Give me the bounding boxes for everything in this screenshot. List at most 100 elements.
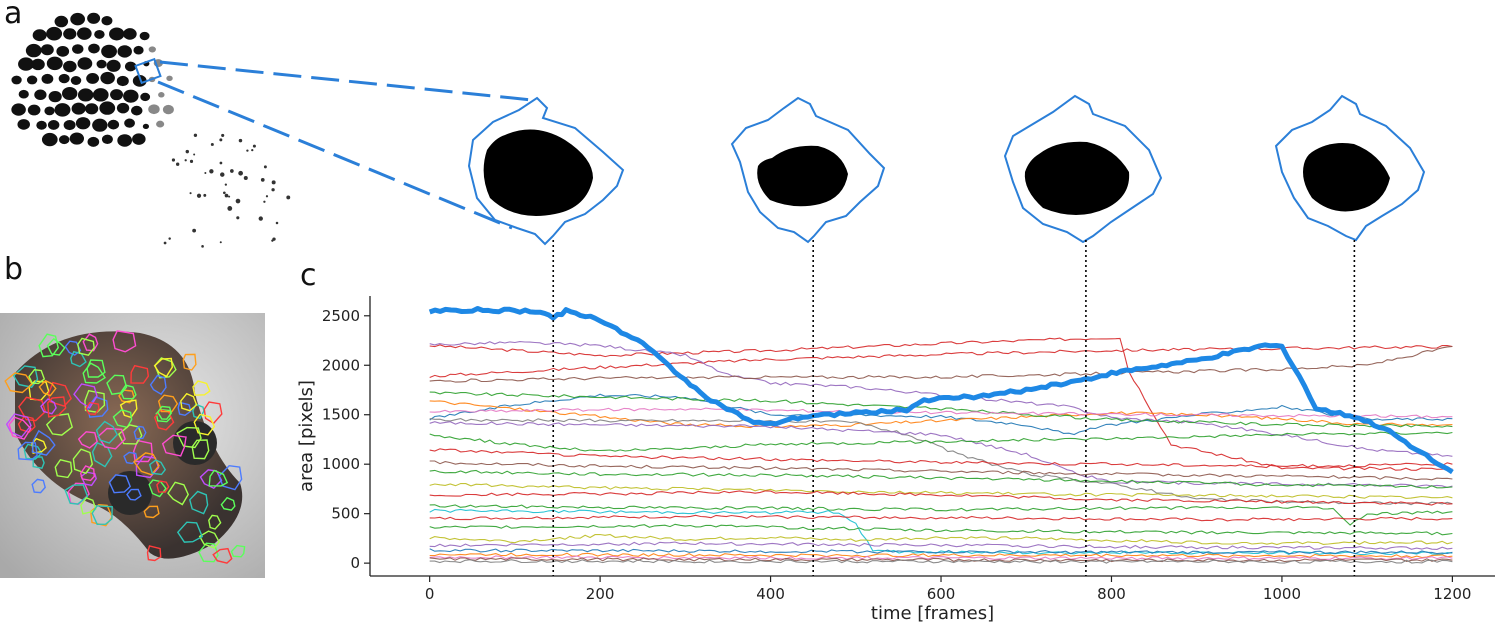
skin-chromatophore	[63, 119, 76, 131]
skin-chromatophore	[92, 118, 108, 132]
skin-chromatophore	[77, 27, 92, 40]
segmented-cell-outline	[208, 469, 229, 487]
skin-chromatophore	[72, 44, 84, 54]
x-tick-label: 1200	[1433, 585, 1471, 603]
skin-chromatophore	[11, 103, 26, 116]
skin-chromatophore	[36, 120, 47, 130]
skin-chromatophore	[252, 144, 256, 148]
segmented-cell-outline	[198, 530, 221, 549]
segmented-cell-outline	[118, 389, 135, 404]
y-tick-label: 2000	[322, 356, 360, 374]
cell-area-series	[429, 345, 1453, 383]
skin-chromatophore	[203, 193, 207, 197]
segmented-cell-outline	[46, 337, 66, 356]
segmented-cell-outline	[153, 357, 174, 378]
segmented-cell-outline	[167, 481, 189, 506]
segmented-cell-outline	[54, 459, 73, 479]
segmented-cell-outline	[112, 330, 137, 353]
skin-chromatophore	[185, 149, 189, 154]
segmented-cell-outline	[106, 374, 128, 395]
cell-area-series	[429, 504, 1453, 526]
skin-chromatophore	[48, 91, 62, 103]
skin-chromatophore	[31, 58, 45, 71]
skin-chromatophore	[70, 12, 85, 26]
skin-chromatophore	[156, 120, 165, 128]
segmented-cell-outline	[176, 521, 204, 543]
skin-chromatophore	[235, 198, 241, 204]
skin-chromatophore	[117, 45, 132, 58]
skin-chromatophore	[77, 88, 94, 102]
skin-chromatophore	[221, 133, 225, 137]
cell-area-series	[429, 391, 1453, 428]
skin-chromatophore	[196, 193, 202, 198]
skin-chromatophore	[224, 183, 227, 186]
skin-chromatophore	[25, 43, 42, 58]
segmented-cell-outline	[38, 333, 59, 358]
segmented-cell-outline	[182, 353, 197, 371]
skin-chromatophore	[223, 191, 226, 195]
segmented-cell-outline	[91, 505, 113, 526]
skin-chromatophore	[41, 73, 54, 84]
skin-chromatophore	[58, 135, 70, 145]
skin-chromatophore	[92, 88, 109, 102]
segmented-cell-outline	[77, 337, 95, 356]
cell-area-series	[429, 407, 1453, 419]
panel-b-segmentation-photo	[0, 313, 265, 578]
skin-chromatophore	[54, 15, 69, 28]
segmented-cell-outline	[130, 364, 150, 384]
segmented-cell-outline	[95, 420, 119, 444]
segmented-cell-outline	[45, 413, 74, 436]
skin-chromatophore	[86, 72, 100, 84]
segmented-cell-outline	[126, 488, 142, 501]
skin-chromatophore	[132, 74, 147, 87]
skin-chromatophore	[263, 165, 267, 169]
skin-chromatophore	[27, 104, 41, 116]
segmented-cell-outline	[132, 439, 154, 463]
x-tick-label: 800	[1097, 585, 1126, 603]
skin-chromatophore	[34, 89, 47, 100]
segmented-cell-outline	[157, 394, 179, 413]
panel-a-figure	[11, 12, 1426, 248]
skin-chromatophore	[260, 178, 265, 182]
skin-chromatophore	[87, 12, 101, 24]
skin-pattern-image	[11, 12, 291, 248]
cell-area-series	[429, 552, 1453, 559]
cell-area-series	[429, 533, 1453, 546]
segmented-cell-outline	[156, 480, 170, 493]
panel-a-letter: a	[4, 0, 23, 31]
skin-chromatophore	[110, 89, 124, 101]
segmented-cell-outline	[80, 496, 97, 515]
segmented-cell-outline	[192, 380, 211, 396]
skin-chromatophore	[184, 159, 187, 162]
skin-chromatophore	[224, 193, 229, 198]
segmented-cell-outline	[192, 403, 205, 420]
skin-chromatophore	[258, 216, 263, 221]
cell-area-series	[429, 490, 1453, 506]
skin-chromatophore	[271, 239, 274, 242]
skin-chromatophore	[230, 169, 234, 173]
segmented-cell-outline	[4, 372, 34, 394]
skin-chromatophore	[56, 45, 70, 57]
skin-chromatophore	[117, 134, 133, 147]
skin-chromatophore	[101, 44, 117, 59]
skin-chromatophore	[148, 46, 156, 53]
cell-area-series	[429, 523, 1453, 536]
skin-chromatophore	[193, 153, 196, 156]
skin-chromatophore	[132, 133, 146, 145]
segmented-cell-outline	[143, 505, 160, 519]
cell-snapshot-1	[467, 96, 625, 246]
highlighted-cell-area-series	[428, 306, 1454, 475]
segmented-cell-outline	[133, 452, 160, 476]
skin-chromatophore	[219, 241, 222, 244]
skin-chromatophore	[75, 117, 91, 130]
segmented-cell-outline	[85, 401, 100, 416]
segmented-cell-outline	[148, 459, 167, 476]
skin-chromatophore	[246, 149, 249, 152]
cell-area-series	[429, 541, 1453, 550]
skin-chromatophore	[201, 245, 204, 248]
segmented-cell-outline	[82, 362, 106, 384]
skin-chromatophore	[96, 59, 107, 69]
x-tick-label: 400	[756, 585, 785, 603]
skin-chromatophore	[163, 241, 167, 245]
skin-chromatophore	[171, 158, 176, 162]
